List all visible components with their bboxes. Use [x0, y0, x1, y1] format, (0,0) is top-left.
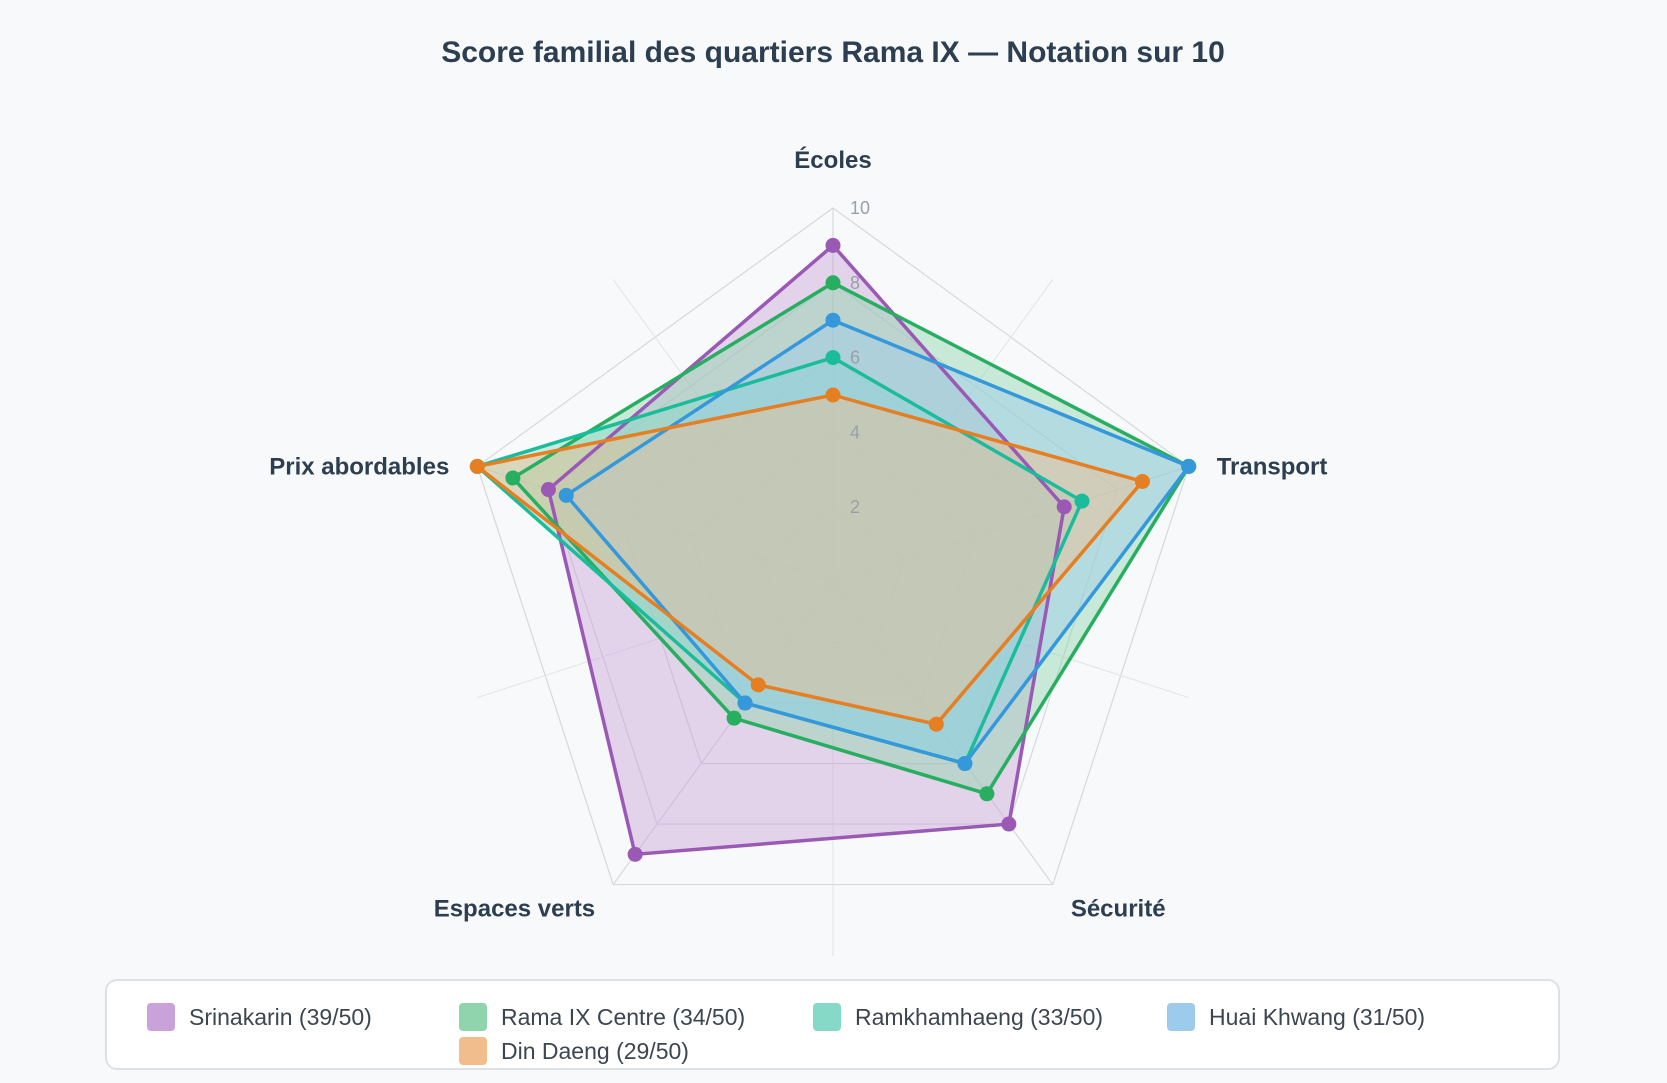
data-point-srinakarin: [1056, 499, 1072, 515]
data-point-din-daeng: [469, 458, 485, 474]
data-point-huai-khwang: [737, 695, 753, 711]
series-line-huai-khwang: [564, 318, 1191, 766]
grid-spoke: [832, 465, 1189, 583]
data-point-huai-khwang: [825, 312, 841, 328]
axis-label-2: Sécurité: [1071, 896, 1166, 923]
data-point-ramkhamhaeng: [825, 350, 841, 366]
axis-label-3: Espaces verts: [434, 896, 595, 923]
legend-item-srinakarin[interactable]: Srinakarin (39/50): [147, 1002, 372, 1032]
series-area-ramkhamhaeng: [477, 357, 1082, 764]
grid-spoke: [477, 465, 834, 583]
legend-swatch: [459, 1003, 487, 1031]
data-point-huai-khwang: [1181, 458, 1197, 474]
data-point-rama-ix-centre: [979, 786, 995, 802]
grid-spoke: [612, 581, 834, 885]
legend-label: Ramkhamhaeng (33/50): [855, 1003, 1104, 1030]
legend-item-ramkhamhaeng[interactable]: Ramkhamhaeng (33/50): [813, 1002, 1103, 1032]
legend-swatch: [459, 1037, 487, 1065]
tick-label: 4: [850, 422, 860, 442]
tick-label: 8: [850, 273, 860, 293]
series-area-huai-khwang: [566, 320, 1189, 764]
radar-grid: [476, 207, 1190, 956]
tick-label: 2: [850, 497, 860, 517]
tick-label: 6: [850, 348, 860, 368]
grid-minor-spoke: [477, 581, 834, 699]
legend-swatch: [1167, 1003, 1195, 1031]
data-point-srinakarin: [1001, 816, 1017, 832]
radar-axis-labels: Écoles Transport Sécurité Espaces verts Prix…: [269, 146, 1327, 923]
legend-label: Huai Khwang (31/50): [1209, 1003, 1426, 1030]
series-line-rama-ix-centre: [511, 281, 1191, 796]
data-point-huai-khwang: [957, 756, 973, 772]
series-area-srinakarin: [548, 245, 1065, 855]
series-line-din-daeng: [475, 393, 1145, 726]
legend-label: Din Daeng (29/50): [501, 1037, 689, 1064]
grid-minor-spoke: [832, 581, 1189, 699]
data-point-din-daeng: [825, 387, 841, 403]
grid-minor-spoke: [612, 279, 834, 583]
legend-item-rama-ix-centre[interactable]: Rama IX Centre (34/50): [459, 1002, 745, 1032]
axis-label-1: Transport: [1217, 453, 1328, 480]
chart-title: Score familial des quartiers Rama IX — N…: [441, 36, 1225, 69]
radar-series-layer: [469, 237, 1197, 862]
data-point-din-daeng: [1134, 473, 1150, 489]
axis-label-4: Prix abordables: [269, 453, 449, 480]
data-point-din-daeng: [750, 677, 766, 693]
legend: Srinakarin (39/50) Rama IX Centre (34/50…: [105, 979, 1560, 1070]
data-point-rama-ix-centre: [825, 275, 841, 291]
legend-swatch: [813, 1003, 841, 1031]
legend-item-huai-khwang[interactable]: Huai Khwang (31/50): [1167, 1002, 1425, 1032]
legend-label: Rama IX Centre (34/50): [501, 1003, 746, 1030]
series-line-srinakarin: [546, 243, 1066, 857]
radar-tick-labels: 2 4 6 8 10: [850, 198, 870, 517]
axis-label-0: Écoles: [794, 146, 871, 174]
data-point-rama-ix-centre: [726, 710, 742, 726]
data-point-srinakarin: [825, 237, 841, 253]
data-point-srinakarin: [540, 482, 556, 498]
tick-label: 10: [850, 198, 870, 218]
legend-swatch: [147, 1003, 175, 1031]
legend-label: Srinakarin (39/50): [189, 1003, 372, 1030]
data-point-rama-ix-centre: [505, 470, 521, 486]
legend-item-din-daeng[interactable]: Din Daeng (29/50): [459, 1036, 689, 1066]
grid-minor-spoke: [832, 279, 1054, 583]
data-point-huai-khwang: [558, 487, 574, 503]
data-point-din-daeng: [928, 716, 944, 732]
data-point-srinakarin: [627, 846, 643, 862]
grid-spoke: [832, 581, 1054, 885]
data-point-ramkhamhaeng: [1074, 493, 1090, 509]
series-area-din-daeng: [477, 395, 1143, 725]
series-area-rama-ix-centre: [512, 282, 1189, 794]
